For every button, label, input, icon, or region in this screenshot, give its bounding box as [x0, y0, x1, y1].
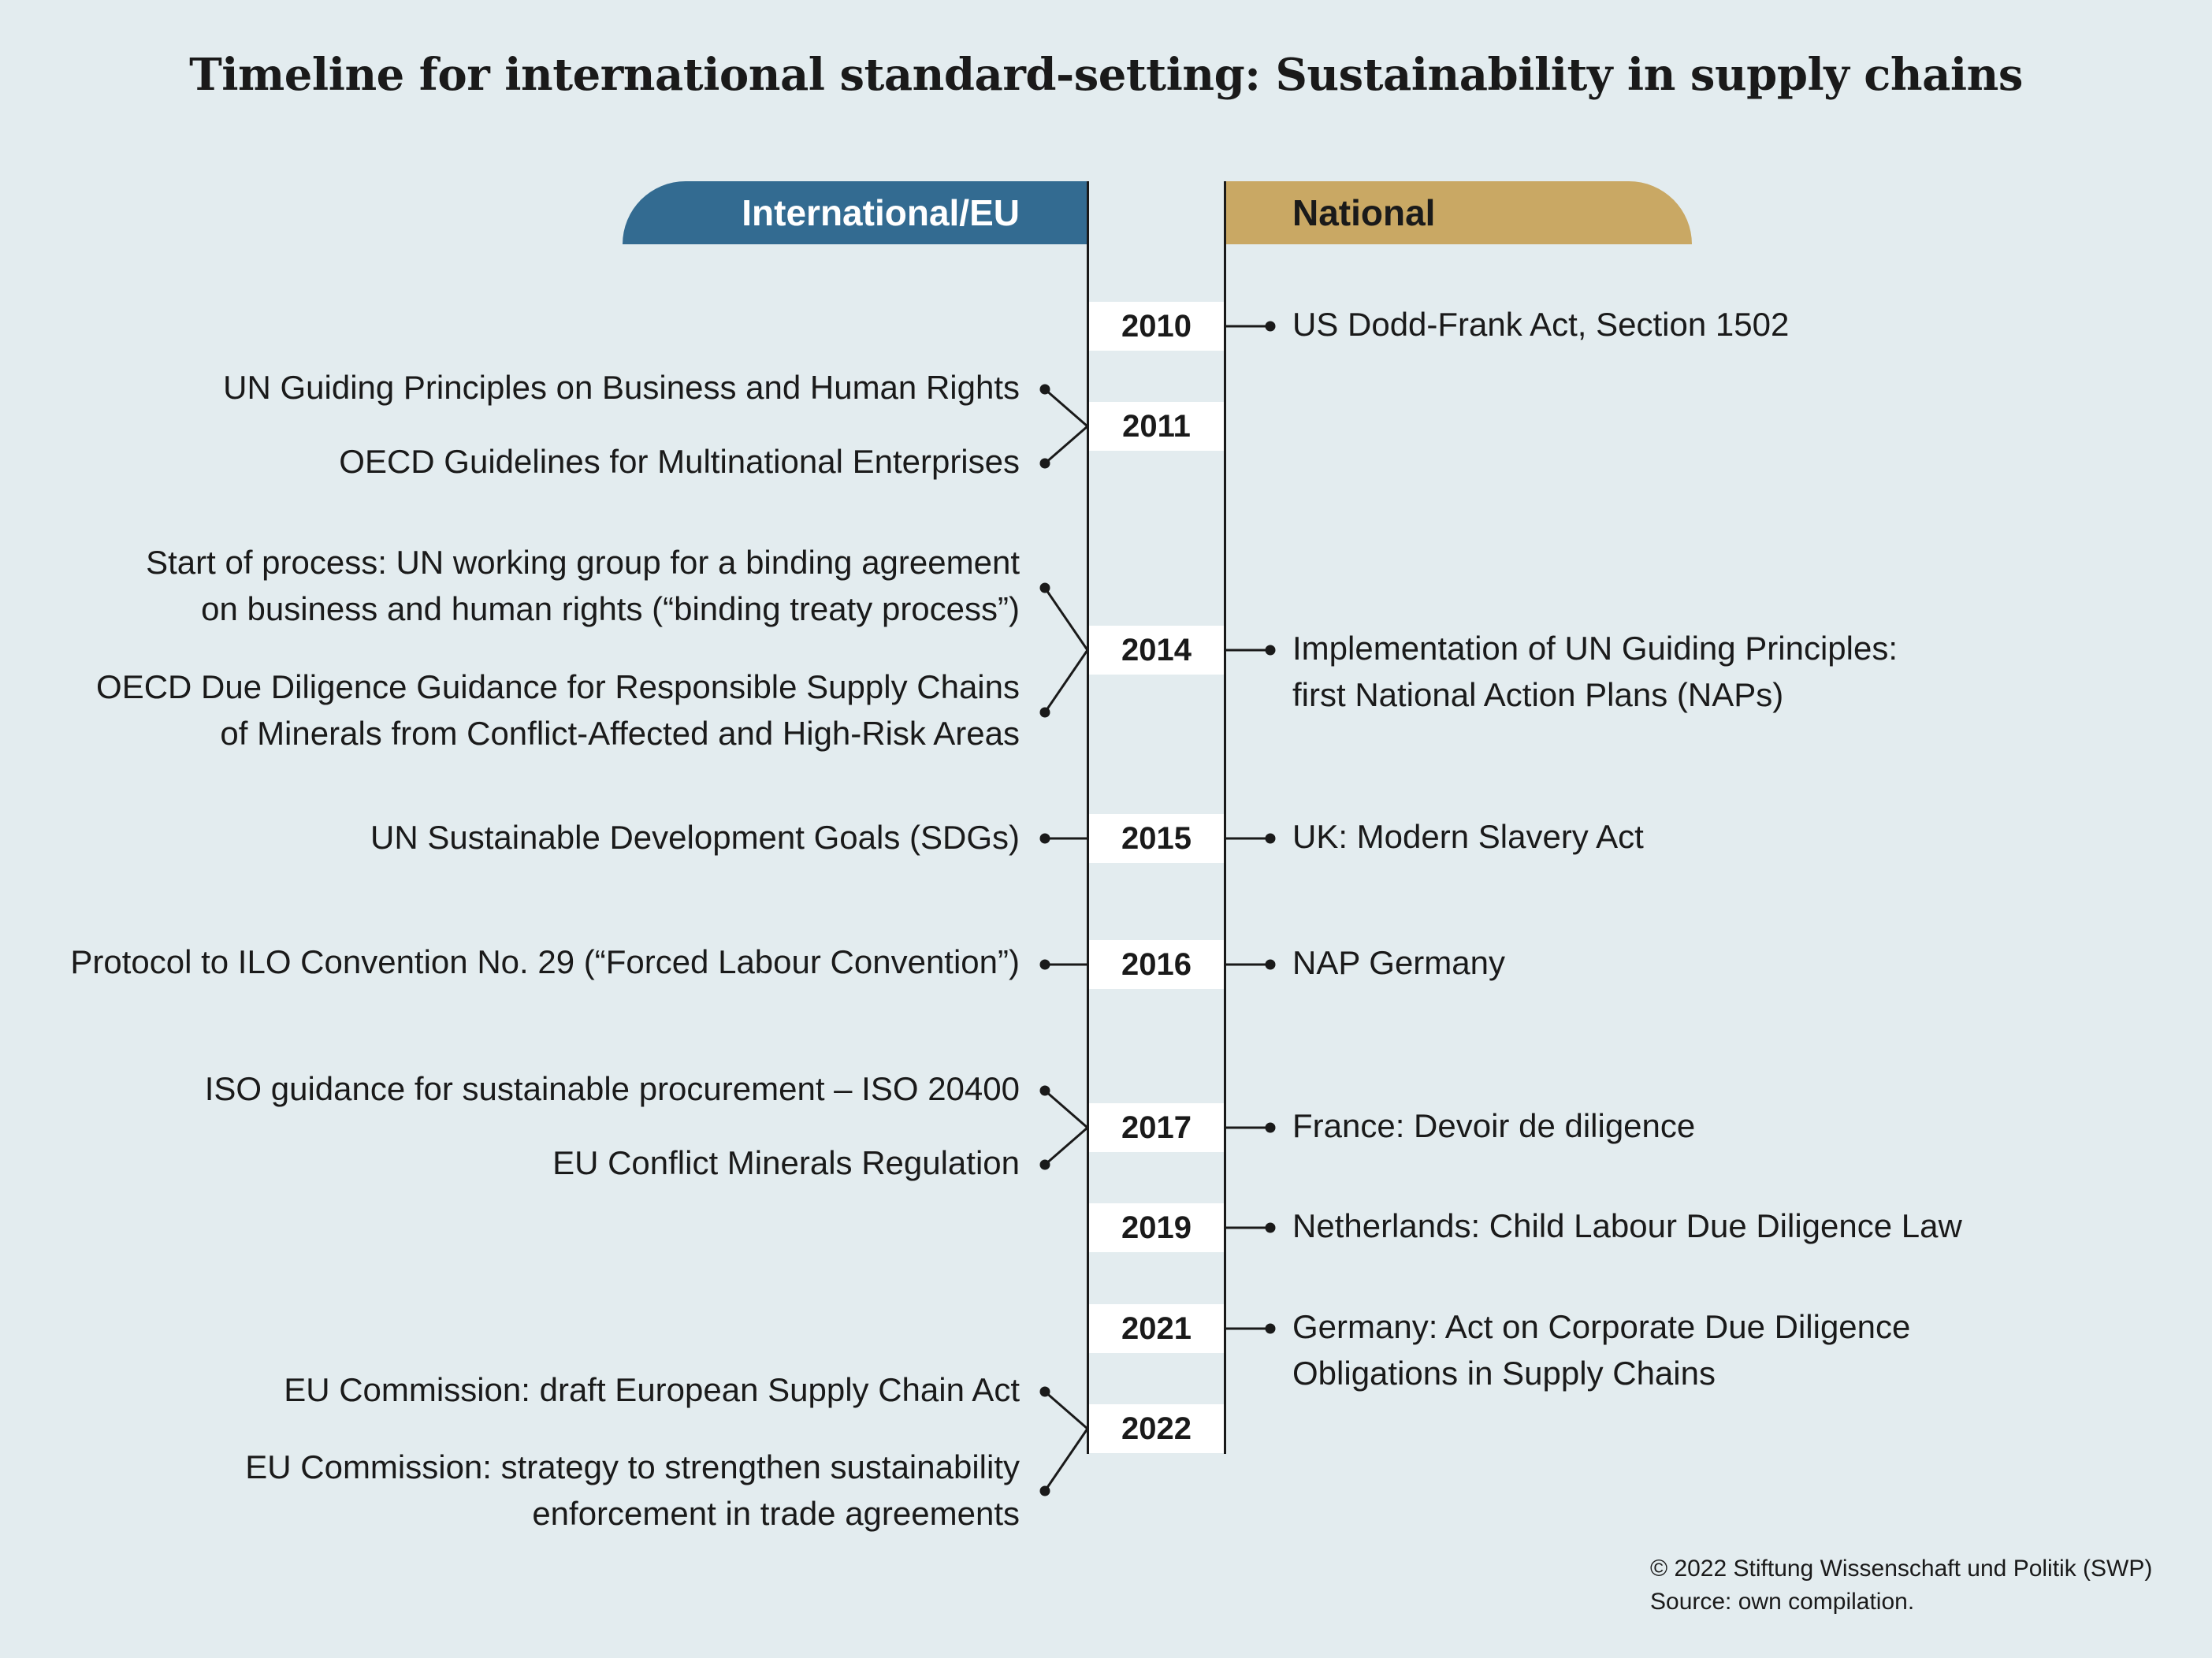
diagram-title: Timeline for international standard-sett…: [189, 49, 2023, 101]
bullet-dot: [1039, 833, 1050, 844]
connector-line: [1044, 1126, 1088, 1166]
national-item: France: Devoir de diligence: [1292, 1102, 1695, 1149]
bullet-dot: [1039, 458, 1050, 469]
item-text-line: Implementation of UN Guiding Principles:: [1292, 630, 1898, 667]
item-text-line: first National Action Plans (NAPs): [1292, 676, 1784, 713]
bullet-dot: [1039, 1485, 1050, 1496]
item-text-line: UK: Modern Slavery Act: [1292, 818, 1644, 855]
international-item: EU Conflict Minerals Regulation: [552, 1139, 1020, 1186]
item-text-line: Germany: Act on Corporate Due Diligence: [1292, 1308, 1911, 1345]
item-text-line: enforcement in trade agreements: [532, 1495, 1020, 1532]
bullet-dot: [1265, 645, 1276, 656]
national-item: Germany: Act on Corporate Due Diligence O…: [1292, 1303, 1910, 1396]
international-item: UN Sustainable Development Goals (SDGs): [370, 814, 1020, 861]
year-label-2015: 2015: [1089, 814, 1224, 863]
year-label-2022: 2022: [1089, 1404, 1224, 1453]
bullet-dot: [1265, 833, 1276, 844]
national-header: National: [1225, 181, 1692, 244]
credit-note: © 2022 Stiftung Wissenschaft und Politik…: [1650, 1552, 2152, 1619]
year-label-2010: 2010: [1089, 302, 1224, 351]
international-item: Protocol to ILO Convention No. 29 (“Forc…: [70, 939, 1020, 985]
bullet-dot: [1265, 321, 1276, 332]
item-text-line: UN Sustainable Development Goals (SDGs): [370, 819, 1020, 856]
source-text: Source: own compilation.: [1650, 1589, 1915, 1615]
bullet-dot: [1265, 959, 1276, 970]
year-label-2017: 2017: [1089, 1103, 1224, 1152]
national-item: US Dodd-Frank Act, Section 1502: [1292, 301, 1789, 348]
national-item: UK: Modern Slavery Act: [1292, 813, 1644, 860]
international-item: EU Commission: strategy to strengthen su…: [245, 1444, 1020, 1537]
bullet-dot: [1265, 1122, 1276, 1133]
timeline-left-rule: [1087, 181, 1089, 1454]
bullet-dot: [1039, 1085, 1050, 1096]
item-text-line: Netherlands: Child Labour Due Diligence …: [1292, 1207, 1962, 1244]
international-eu-header: International/EU: [623, 181, 1087, 244]
bullet-dot: [1039, 384, 1050, 395]
item-text-line: EU Conflict Minerals Regulation: [552, 1144, 1020, 1181]
international-item: UN Guiding Principles on Business and Hu…: [223, 364, 1020, 411]
national-item: Netherlands: Child Labour Due Diligence …: [1292, 1203, 1962, 1249]
year-label-2014: 2014: [1089, 626, 1224, 675]
bullet-dot: [1265, 1323, 1276, 1334]
bullet-dot: [1039, 582, 1050, 593]
year-label-2016: 2016: [1089, 940, 1224, 989]
item-text-line: EU Commission: strategy to strengthen su…: [245, 1448, 1020, 1485]
connector-line: [1044, 1390, 1088, 1430]
item-text-line: Start of process: UN working group for a…: [146, 544, 1020, 581]
international-item: Start of process: UN working group for a…: [146, 539, 1020, 632]
connector-line: [1044, 1089, 1088, 1129]
connector-line: [1043, 1428, 1089, 1492]
connector-line: [1044, 388, 1088, 428]
item-text-line: EU Commission: draft European Supply Cha…: [284, 1371, 1020, 1408]
bullet-dot: [1039, 1159, 1050, 1170]
international-item: ISO guidance for sustainable procurement…: [205, 1065, 1020, 1112]
bullet-dot: [1039, 959, 1050, 970]
item-text-line: Protocol to ILO Convention No. 29 (“Forc…: [70, 943, 1020, 980]
item-text-line: on business and human rights (“binding t…: [201, 590, 1020, 627]
item-text-line: France: Devoir de diligence: [1292, 1107, 1696, 1144]
item-text-line: ISO guidance for sustainable procurement…: [204, 1070, 1020, 1107]
item-text-line: NAP Germany: [1292, 944, 1505, 981]
bullet-dot: [1265, 1222, 1276, 1233]
item-text-line: OECD Guidelines for Multinational Enterp…: [339, 443, 1020, 480]
international-item: EU Commission: draft European Supply Cha…: [284, 1366, 1020, 1413]
national-item: Implementation of UN Guiding Principles:…: [1292, 625, 1898, 718]
international-item: OECD Due Diligence Guidance for Responsi…: [96, 664, 1020, 757]
item-text-line: of Minerals from Conflict-Affected and H…: [220, 715, 1020, 752]
connector-line: [1044, 425, 1088, 465]
bullet-dot: [1039, 707, 1050, 718]
item-text-line: US Dodd-Frank Act, Section 1502: [1292, 306, 1790, 343]
item-text-line: Obligations in Supply Chains: [1292, 1355, 1716, 1392]
copyright-text: © 2022 Stiftung Wissenschaft und Politik…: [1650, 1556, 2153, 1582]
timeline-right-rule: [1224, 181, 1226, 1454]
year-label-2011: 2011: [1089, 402, 1224, 451]
item-text-line: UN Guiding Principles on Business and Hu…: [223, 369, 1020, 406]
national-item: NAP Germany: [1292, 939, 1505, 986]
bullet-dot: [1039, 1386, 1050, 1397]
item-text-line: OECD Due Diligence Guidance for Responsi…: [96, 668, 1020, 705]
connector-line: [1043, 649, 1089, 713]
year-label-2021: 2021: [1089, 1304, 1224, 1353]
international-item: OECD Guidelines for Multinational Enterp…: [339, 438, 1020, 485]
year-label-2019: 2019: [1089, 1203, 1224, 1252]
connector-line: [1043, 587, 1089, 651]
